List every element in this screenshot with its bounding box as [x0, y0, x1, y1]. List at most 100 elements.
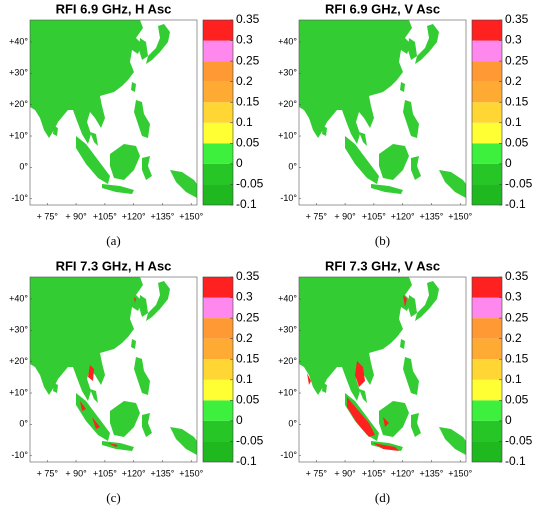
lat-tick-label: +40° — [278, 36, 297, 46]
panel-caption: (a) — [106, 233, 120, 248]
colorbar-tick-label: -0.1 — [236, 197, 257, 211]
lat-tick-label: 0° — [19, 419, 28, 429]
lon-tick-label: +120° — [122, 211, 146, 221]
map-panel: RFI 7.3 GHz, H Asc + 75° + 90° +105° +120° +1… — [9, 258, 264, 505]
colorbar-tick-label: 0.3 — [505, 290, 522, 304]
lon-tick-label: + 75° — [37, 468, 59, 478]
lon-tick-label: +120° — [391, 211, 415, 221]
colorbar-tick-label: 0.2 — [505, 74, 522, 88]
colorbar-tick-label: 0 — [505, 413, 512, 427]
map-panel: RFI 6.9 GHz, H Asc + 75° + 90° +105° +120° +1… — [9, 1, 264, 248]
colorbar-frame — [471, 19, 503, 206]
panels: RFI 6.9 GHz, H Asc + 75° + 90° +105° +120° +1… — [9, 1, 533, 505]
colorbar-tick-label: 0.2 — [505, 331, 522, 345]
colorbar-frame — [202, 276, 234, 463]
colorbar-frame — [471, 276, 503, 463]
colorbar-tick-label: 0.05 — [236, 393, 260, 407]
colorbar-tick-label: -0.1 — [236, 454, 257, 468]
lat-tick-label: +30° — [9, 325, 28, 335]
colorbar-segment — [203, 40, 233, 62]
colorbar-segment — [472, 277, 502, 298]
lon-tick-label: +135° — [151, 468, 175, 478]
colorbar-tick-label: 0.05 — [505, 136, 529, 150]
lon-tick-label: + 90° — [65, 211, 87, 221]
colorbar-tick-label: 0.35 — [236, 269, 260, 283]
lat-tick-label: +10° — [9, 130, 28, 140]
lon-tick-label: + 90° — [334, 468, 356, 478]
colorbar-tick-label: 0.3 — [505, 33, 522, 47]
colorbar-tick-label: 0.2 — [236, 74, 253, 88]
colorbar-segment — [203, 420, 233, 442]
lat-tick-label: +10° — [278, 387, 297, 397]
colorbar-segment — [472, 400, 502, 421]
colorbar-tick-label: 0.15 — [505, 94, 529, 108]
colorbar-segment — [203, 81, 233, 103]
lat-tick-label: +10° — [278, 130, 297, 140]
lat-tick-label: -10° — [280, 450, 297, 460]
colorbar-segment — [203, 400, 233, 421]
lon-tick-label: +150° — [179, 468, 203, 478]
lon-tick-label: + 75° — [306, 468, 328, 478]
colorbar-tick-label: 0.1 — [505, 115, 522, 129]
colorbar-tick-label: 0.25 — [505, 53, 529, 67]
colorbar-segment — [203, 20, 233, 41]
colorbar-segment — [203, 297, 233, 319]
colorbar-segment — [203, 163, 233, 185]
panel-caption: (d) — [375, 490, 390, 505]
colorbar-tick-label: 0.1 — [236, 115, 253, 129]
lat-tick-label: +20° — [278, 99, 297, 109]
panel-caption: (c) — [106, 490, 120, 505]
colorbar-tick-label: 0.35 — [236, 12, 260, 26]
colorbar-tick-label: 0.1 — [236, 372, 253, 386]
colorbar-tick-label: 0.25 — [236, 53, 260, 67]
lon-tick-label: +105° — [362, 468, 386, 478]
lat-tick-label: +40° — [278, 293, 297, 303]
lon-tick-label: +135° — [420, 211, 444, 221]
map-panel: RFI 7.3 GHz, V Asc + 75° + 90° +105° +120° +1… — [278, 258, 533, 505]
lat-tick-label: +20° — [9, 356, 28, 366]
colorbar-segment — [472, 102, 502, 123]
map-panel: RFI 6.9 GHz, V Asc + 75° + 90° +105° +120° +1… — [278, 1, 533, 248]
colorbar-tick-label: -0.05 — [505, 434, 533, 448]
colorbar-segment — [203, 184, 233, 205]
lat-tick-label: -10° — [11, 193, 28, 203]
colorbar-tick-label: 0.35 — [505, 12, 529, 26]
colorbar-tick-label: -0.1 — [505, 454, 526, 468]
colorbar-tick-label: 0.2 — [236, 331, 253, 345]
lon-tick-label: + 90° — [65, 468, 87, 478]
colorbar-tick-label: 0.3 — [236, 290, 253, 304]
lat-tick-label: +20° — [9, 99, 28, 109]
lon-tick-label: +105° — [93, 468, 117, 478]
colorbar-frame — [202, 19, 234, 206]
colorbar-tick-label: 0.35 — [505, 269, 529, 283]
lon-tick-label: + 75° — [306, 211, 328, 221]
colorbar-segment — [203, 102, 233, 123]
map-frame — [29, 276, 198, 463]
colorbar-segment — [472, 420, 502, 442]
panel-title: RFI 7.3 GHz, V Asc — [325, 258, 440, 273]
colorbar-segment — [472, 359, 502, 380]
colorbar-segment — [472, 441, 502, 462]
colorbar-tick-label: 0 — [236, 156, 243, 170]
colorbar-tick-label: -0.05 — [236, 177, 264, 191]
colorbar-segment — [203, 318, 233, 339]
lon-tick-label: + 90° — [334, 211, 356, 221]
lon-tick-label: + 75° — [37, 211, 59, 221]
colorbar-segment — [472, 318, 502, 339]
colorbar-segment — [472, 40, 502, 62]
colorbar-segment — [203, 61, 233, 82]
lat-tick-label: +30° — [278, 325, 297, 335]
colorbar-tick-label: -0.05 — [505, 177, 533, 191]
map-frame — [298, 276, 467, 463]
colorbar-tick-label: 0.25 — [505, 310, 529, 324]
panel-title: RFI 6.9 GHz, V Asc — [325, 1, 440, 16]
lon-tick-label: +105° — [362, 211, 386, 221]
colorbar-segment — [472, 184, 502, 205]
lon-tick-label: +150° — [448, 468, 472, 478]
map-frame — [298, 19, 467, 206]
colorbar-tick-label: 0.3 — [236, 33, 253, 47]
lat-tick-label: +20° — [278, 356, 297, 366]
colorbar-segment — [203, 441, 233, 462]
lon-tick-label: +150° — [448, 211, 472, 221]
